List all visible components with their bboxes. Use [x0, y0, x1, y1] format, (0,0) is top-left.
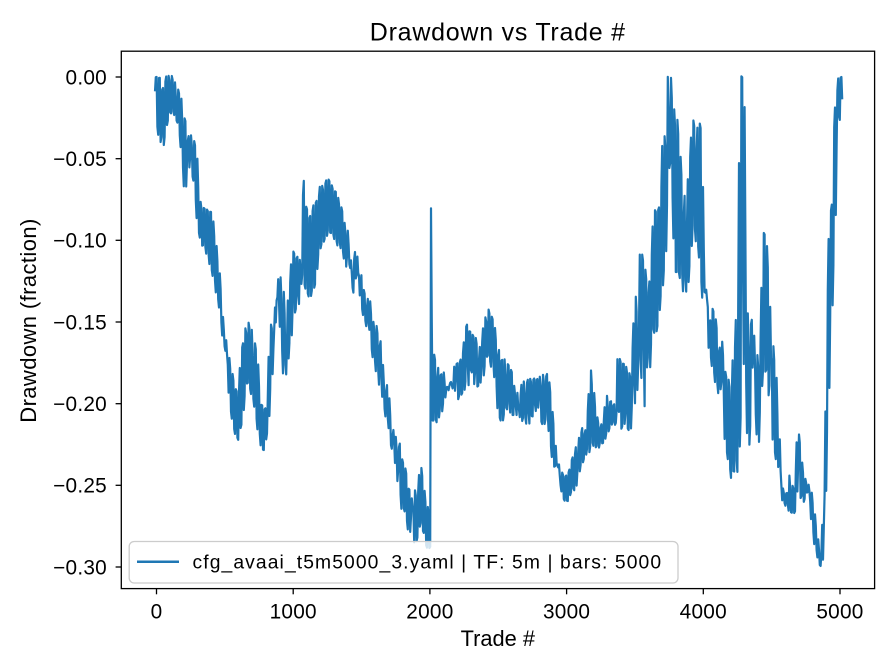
svg-text:Trade #: Trade #: [461, 626, 536, 651]
svg-text:Drawdown (fraction): Drawdown (fraction): [16, 218, 41, 422]
svg-text:Drawdown vs Trade #: Drawdown vs Trade #: [370, 18, 626, 46]
svg-text:−0.15: −0.15: [53, 311, 107, 334]
svg-text:−0.30: −0.30: [53, 556, 107, 579]
svg-text:0.00: 0.00: [66, 66, 107, 89]
svg-text:2000: 2000: [406, 601, 453, 624]
svg-text:0: 0: [151, 601, 163, 624]
svg-text:−0.20: −0.20: [53, 393, 107, 416]
svg-text:5000: 5000: [816, 601, 863, 624]
svg-text:−0.10: −0.10: [53, 230, 107, 253]
svg-text:1000: 1000: [270, 601, 317, 624]
svg-text:−0.05: −0.05: [53, 148, 107, 171]
svg-text:cfg_avaai_t5m5000_3.yaml | TF:: cfg_avaai_t5m5000_3.yaml | TF: 5m | bars…: [193, 553, 663, 574]
svg-text:3000: 3000: [543, 601, 590, 624]
svg-text:4000: 4000: [680, 601, 727, 624]
svg-text:−0.25: −0.25: [53, 475, 107, 498]
